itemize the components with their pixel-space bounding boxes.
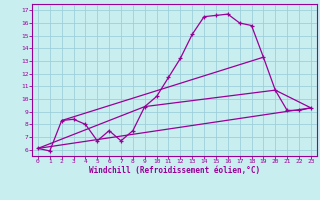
- X-axis label: Windchill (Refroidissement éolien,°C): Windchill (Refroidissement éolien,°C): [89, 166, 260, 175]
